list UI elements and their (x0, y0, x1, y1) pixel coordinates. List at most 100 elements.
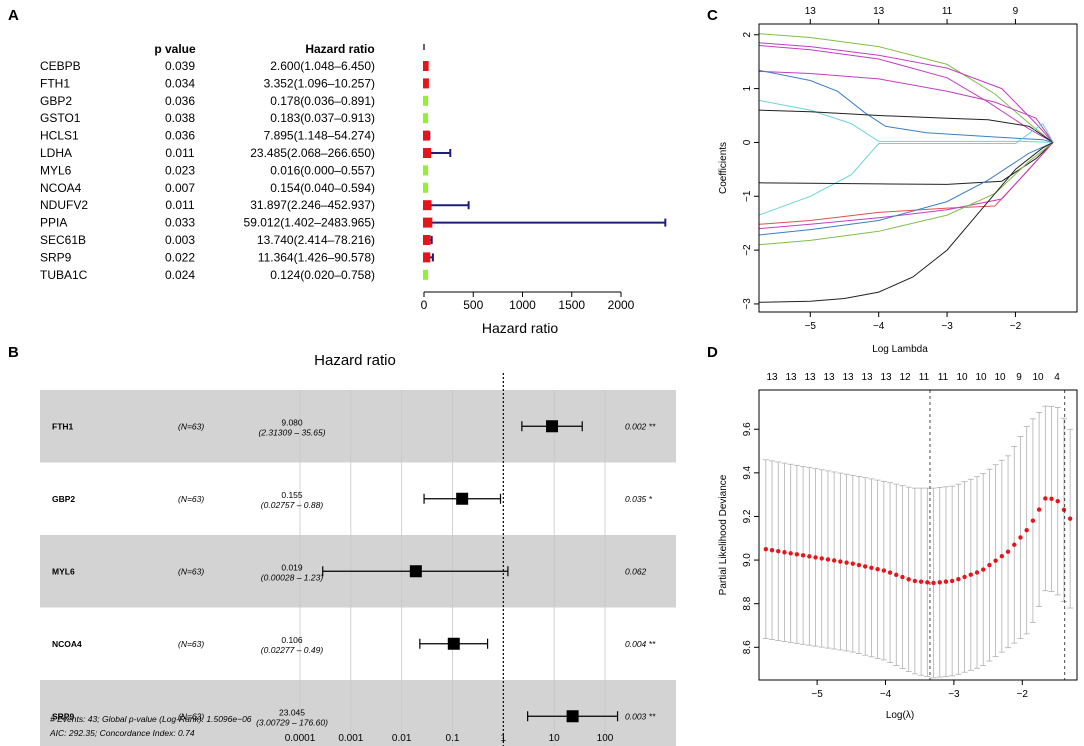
c-coefficient-path (758, 42, 1054, 143)
b-n-label: (N=63) (178, 421, 204, 431)
d-x-tick-label: −3 (948, 689, 960, 700)
c-x-tick-label: −5 (805, 321, 817, 332)
c-top-tick-label: 9 (1013, 6, 1019, 17)
b-x-tick-label: 1 (501, 733, 507, 744)
a-hr-box (423, 130, 430, 141)
d-mean-point (782, 550, 787, 555)
c-x-tick-label: −4 (873, 321, 885, 332)
b-x-tick-label: 100 (597, 733, 614, 744)
b-n-label: (N=63) (178, 494, 204, 504)
a-hr-box (423, 148, 432, 158)
d-mean-point (912, 578, 918, 584)
d-mean-point (788, 551, 793, 556)
a-hr-text: 0.124(0.020–0.758) (270, 268, 375, 282)
b-hr-square (566, 710, 579, 723)
d-y-tick-label: 9.4 (742, 465, 753, 479)
d-mean-point (863, 564, 868, 569)
a-pvalue: 0.011 (165, 198, 194, 212)
d-y-tick-label: 9.0 (742, 553, 753, 567)
a-pvalue: 0.033 (165, 216, 195, 230)
panel-c-ylabel: Coefficients (718, 142, 729, 194)
c-coefficient-path (758, 122, 1054, 216)
d-mean-point (875, 567, 880, 572)
c-coefficient-path (758, 141, 1054, 236)
d-x-tick-label: −2 (1017, 689, 1029, 700)
a-hr-text: 0.178(0.036–0.891) (270, 94, 375, 108)
b-x-tick-label: 0.01 (392, 733, 412, 744)
a-x-tick-label: 1000 (509, 298, 536, 312)
b-ci-text: (0.00028 – 1.23) (261, 572, 324, 582)
panel-d-xlabel: Log(λ) (886, 710, 914, 721)
d-mean-point (1005, 549, 1011, 554)
panel-c-xlabel: Log Lambda (872, 344, 928, 355)
d-mean-point (844, 560, 849, 565)
d-mean-point (1061, 507, 1067, 513)
b-n-label: (N=63) (178, 711, 204, 721)
d-mean-point (943, 579, 949, 584)
b-pvalue: 0.035 * (625, 494, 653, 504)
a-pvalue: 0.038 (165, 111, 195, 125)
d-mean-point (850, 561, 855, 566)
panel-a-axis-title: Hazard ratio (482, 320, 558, 336)
a-hr-text: 11.364(1.426–90.578) (258, 250, 375, 264)
d-mean-point (925, 580, 930, 585)
b-gene-label: GBP2 (52, 494, 75, 504)
d-mean-point (937, 580, 942, 585)
d-y-tick-label: 9.6 (742, 422, 753, 436)
c-coefficient-path (758, 99, 1054, 143)
d-mean-point (1018, 535, 1023, 540)
b-pvalue: 0.062 (625, 566, 647, 576)
c-y-tick-label: −2 (742, 244, 753, 256)
panel-b-title: Hazard ratio (314, 352, 396, 369)
b-ci-text: (0.02757 – 0.88) (261, 500, 324, 510)
b-pvalue: 0.004 ** (625, 639, 656, 649)
d-mean-point (1012, 542, 1017, 547)
a-gene-label: SRP9 (40, 250, 72, 264)
d-top-tick-label: 11 (919, 372, 930, 383)
d-mean-point (1049, 496, 1054, 502)
b-pvalue: 0.002 ** (625, 421, 656, 431)
a-x-tick-label: 1500 (558, 298, 585, 312)
a-gene-label: GBP2 (40, 94, 72, 108)
d-mean-point (1036, 507, 1042, 512)
a-pvalue: 0.003 (165, 233, 195, 247)
a-pvalue: 0.011 (165, 146, 194, 160)
a-gene-label: LDHA (40, 146, 72, 160)
d-top-tick-label: 13 (785, 372, 797, 383)
b-n-label: (N=63) (178, 566, 204, 576)
d-mean-point (856, 562, 862, 568)
d-y-tick-label: 8.8 (742, 596, 753, 610)
c-y-tick-label: −1 (742, 190, 753, 202)
a-gene-label: PPIA (40, 216, 67, 230)
b-x-tick-label: 0.0001 (285, 733, 316, 744)
d-mean-point (918, 579, 924, 584)
panel-d-ylabel: Partial Likelihood Deviance (718, 474, 729, 595)
c-coefficient-path (758, 69, 1054, 143)
d-top-tick-label: 13 (823, 372, 835, 383)
c-coefficient-path (758, 142, 1054, 246)
d-mean-point (794, 552, 800, 557)
panel-b-label: B (8, 344, 19, 361)
c-coefficient-path (758, 141, 1054, 303)
panel-a-forest: 0 500 1000 1500 2000 (421, 44, 667, 312)
c-y-tick-label: 0 (742, 139, 753, 145)
c-coefficient-path (758, 109, 1054, 143)
c-top-tick-label: 13 (805, 6, 817, 17)
d-mean-point (900, 574, 905, 580)
panel-d: D −5 −4 −3 −2 8.6 8.8 9.0 9.2 9.4 9.6 13 13 13 13 13 13… (707, 344, 1078, 721)
b-hr-value: 23.045 (279, 707, 305, 717)
b-x-tick-label: 10 (549, 733, 561, 744)
b-hr-value: 9.080 (281, 417, 303, 427)
a-gene-label: NCOA4 (40, 181, 82, 195)
a-hr-box (423, 269, 428, 280)
a-hr-box (423, 165, 428, 176)
col-header-hazard-ratio: Hazard ratio (305, 42, 374, 56)
panel-c-lasso-paths: −5 −4 −3 −2 −3 −2 −1 0 1 2 13 13 11 9 (742, 6, 1078, 332)
b-hr-square (456, 492, 469, 505)
d-top-tick-label: 13 (880, 372, 892, 383)
b-gene-label: SRP9 (52, 711, 74, 721)
b-gene-label: MYL6 (52, 566, 75, 576)
b-hr-value: 0.019 (281, 562, 303, 572)
panel-b: B Hazard ratio FTH1 (N=63) 9.080(2.31309 –… (8, 344, 676, 746)
